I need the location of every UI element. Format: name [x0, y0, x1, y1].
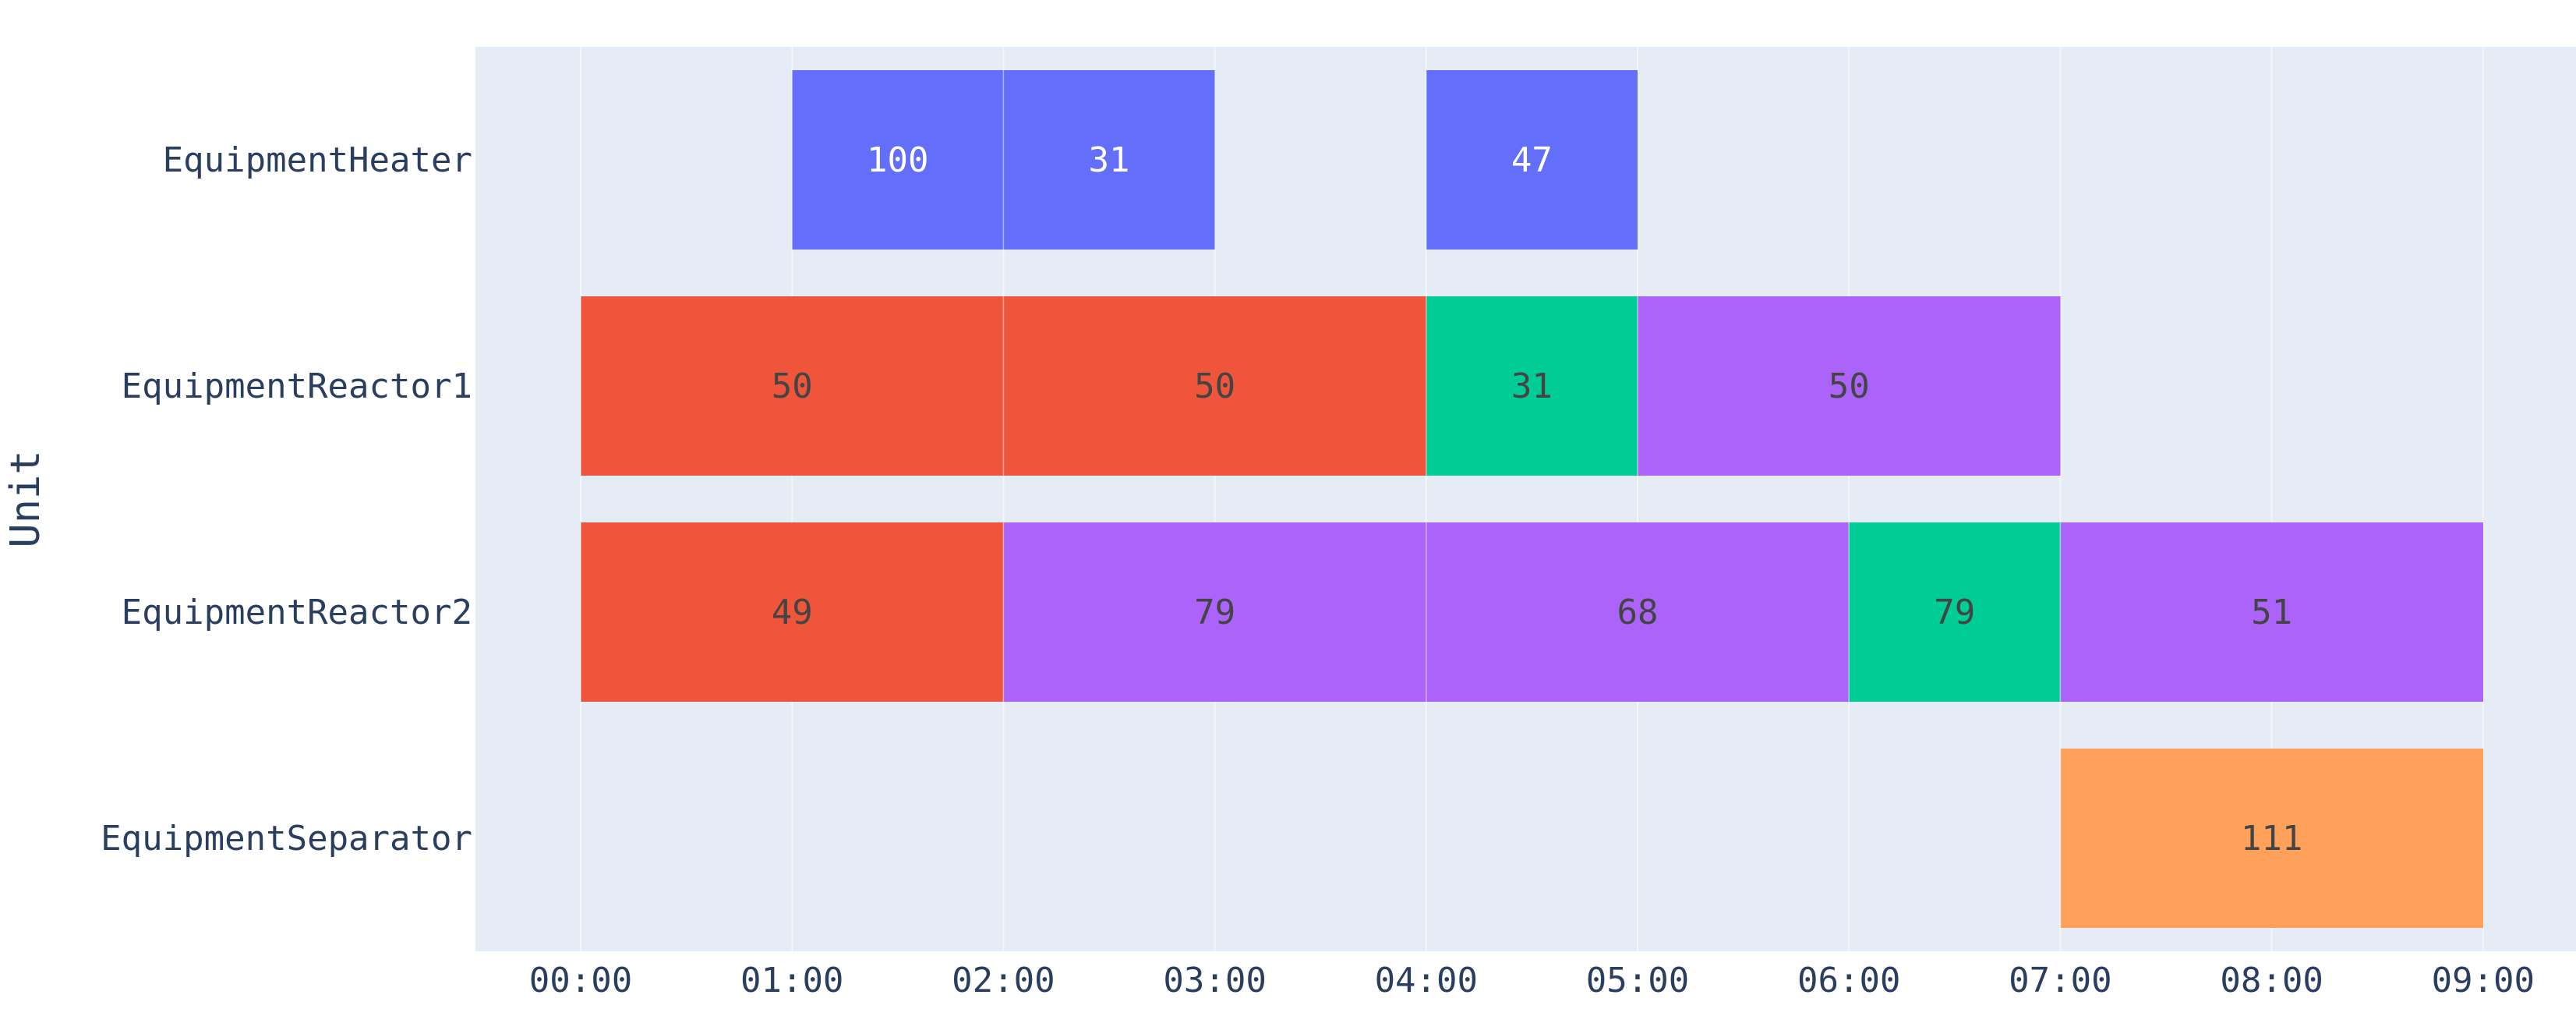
- bar-label: 31: [1511, 366, 1553, 406]
- bar-label: 50: [1829, 366, 1870, 406]
- gantt-bar: [581, 296, 1004, 476]
- gantt-bar: [1849, 522, 2061, 702]
- x-axis-ticks: 00:00 01:00 02:00 03:00 04:00 05:00 06:00 07:00…: [529, 961, 2535, 1000]
- x-tick-label: 06:00: [1797, 961, 1900, 1000]
- y-axis-title: Unit: [2, 450, 49, 547]
- bars: [580, 70, 2483, 928]
- x-tick-label: 00:00: [529, 961, 632, 1000]
- y-tick-label: EquipmentSeparator: [101, 819, 472, 859]
- bar-labels: 100 31 47 50 50 31 50 49 79 68 79 51 111: [772, 140, 2303, 859]
- bar-label: 47: [1511, 140, 1553, 180]
- bar-label: 68: [1617, 593, 1659, 632]
- y-axis-ticks: EquipmentHeater EquipmentReactor1 Equipmen…: [101, 140, 472, 859]
- x-tick-label: 05:00: [1586, 961, 1689, 1000]
- gantt-bar: [792, 70, 1004, 250]
- y-tick-label: EquipmentReactor1: [122, 366, 472, 406]
- gantt-bar: [2060, 749, 2483, 928]
- gantt-bar: [1638, 296, 2061, 476]
- bar-label: 49: [772, 593, 813, 632]
- bar-label: 79: [1194, 593, 1235, 632]
- bar-label: 111: [2241, 819, 2302, 859]
- gantt-bar: [1426, 522, 1850, 702]
- bar-label: 100: [867, 140, 928, 180]
- x-tick-label: 02:00: [952, 961, 1055, 1000]
- gantt-bar: [2060, 522, 2483, 702]
- gantt-bar: [1426, 296, 1638, 476]
- gantt-bar: [1003, 522, 1426, 702]
- bar-label: 31: [1089, 140, 1130, 180]
- x-tick-label: 03:00: [1163, 961, 1266, 1000]
- bar-label: 50: [772, 366, 813, 406]
- x-tick-label: 07:00: [2009, 961, 2111, 1000]
- gantt-bar: [1003, 296, 1426, 476]
- gantt-bar: [1426, 70, 1638, 250]
- x-tick-label: 04:00: [1375, 961, 1478, 1000]
- gantt-bar: [1003, 70, 1215, 250]
- y-tick-label: EquipmentHeater: [163, 140, 472, 180]
- y-tick-label: EquipmentReactor2: [122, 593, 472, 632]
- x-tick-label: 08:00: [2220, 961, 2323, 1000]
- bar-label: 51: [2251, 593, 2292, 632]
- x-tick-label: 09:00: [2432, 961, 2535, 1000]
- bar-label: 50: [1194, 366, 1235, 406]
- gantt-bar: [581, 522, 1004, 702]
- x-tick-label: 01:00: [740, 961, 843, 1000]
- bar-label: 79: [1934, 593, 1975, 632]
